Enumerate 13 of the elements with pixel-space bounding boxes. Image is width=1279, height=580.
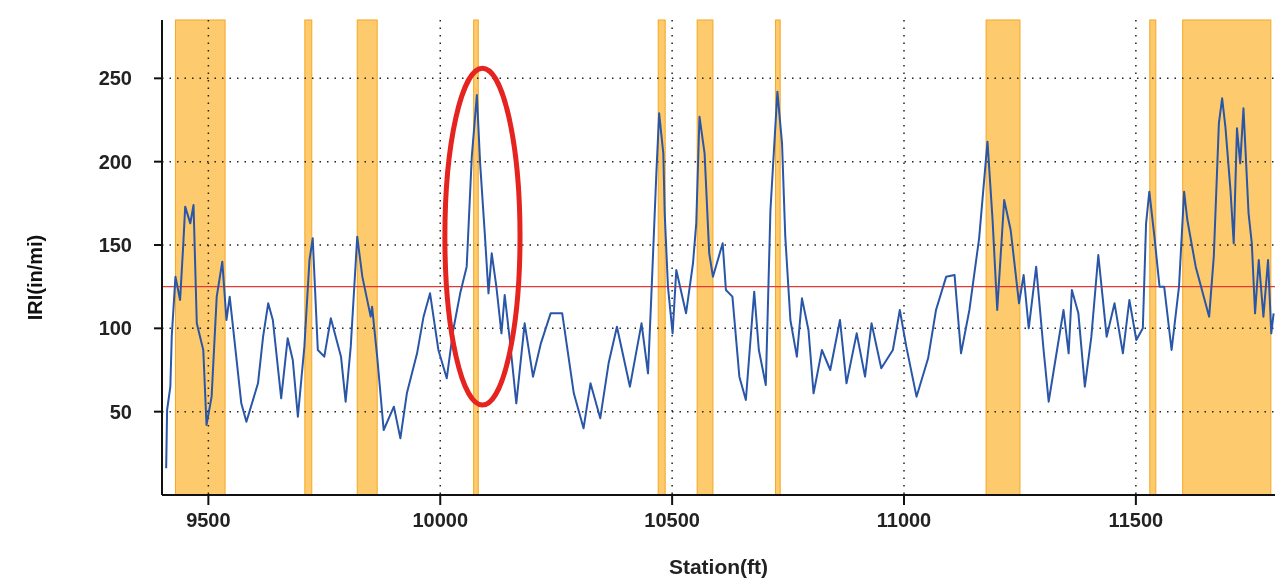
line-series [165,90,1275,470]
y-tick-label: 200 [98,150,132,173]
y-tick-label: 50 [109,400,132,423]
x-tick-label: 11500 [1108,509,1164,531]
x-tick-label: 11000 [876,509,932,531]
y-tick-label: 100 [98,317,132,340]
x-tick-label: 9500 [186,509,231,531]
x-axis-title: Station(ft) [668,555,769,578]
y-tick-label: 250 [98,67,132,90]
x-tick-label: 10000 [412,509,469,531]
x-tick-label: 10500 [644,509,700,531]
y-axis-title: IRI(in/mi) [24,234,46,321]
y-tick-label: 150 [98,234,132,256]
